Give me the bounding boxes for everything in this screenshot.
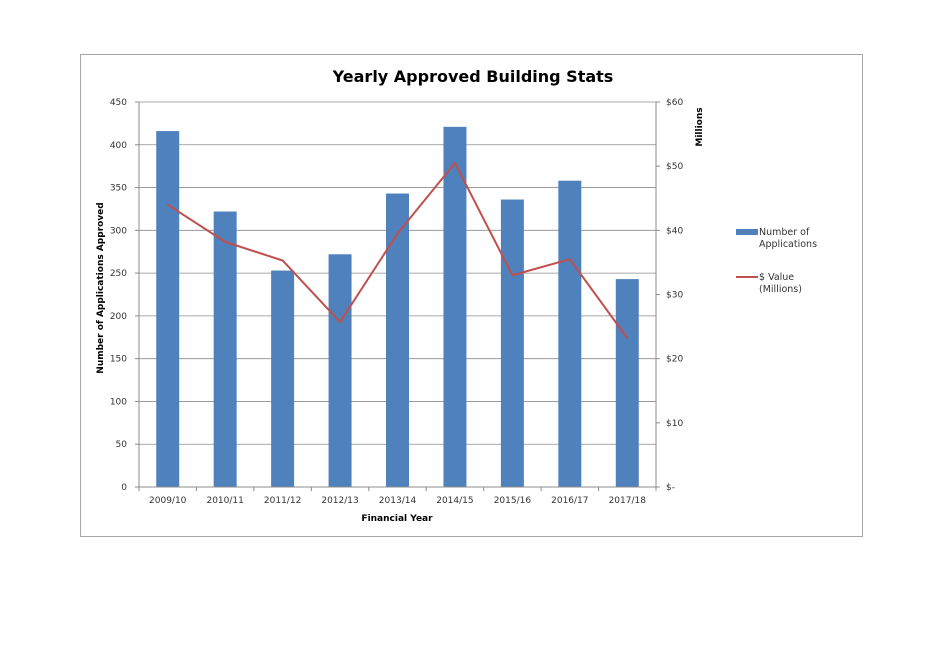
- bar-series: [156, 126, 639, 488]
- bar: [615, 279, 639, 487]
- line-point: [569, 258, 571, 261]
- y-tick-label: 250: [110, 269, 127, 279]
- x-tick-label: 2015/16: [494, 496, 532, 506]
- bar: [213, 211, 237, 487]
- legend-label: (Millions): [759, 284, 802, 295]
- x-tick-label: 2010/11: [206, 496, 243, 506]
- line-point: [166, 203, 169, 206]
- line-point: [224, 241, 226, 243]
- y-tick-label: 150: [110, 355, 127, 365]
- bar: [328, 254, 352, 487]
- chart: Yearly Approved Building Stats 0 50 100 150…: [96, 67, 817, 524]
- y2-tick-label: $60: [666, 98, 683, 108]
- x-tick-label: 2011/12: [264, 496, 301, 506]
- x-axis-ticks: 2009/10 2010/11 2011/12 2012/13 2013/14 2014/…: [138, 487, 657, 506]
- x-tick-label: 2014/15: [436, 496, 473, 506]
- y-tick-label: 200: [110, 312, 127, 322]
- line-point: [396, 232, 399, 235]
- y-tick-label: 400: [110, 141, 127, 151]
- y2-tick-label: $50: [666, 162, 683, 172]
- y-tick-label: 50: [116, 440, 128, 450]
- y-tick-label: 100: [110, 397, 127, 407]
- y2-axis-title: Millions: [695, 107, 705, 146]
- line-point: [339, 321, 341, 323]
- line-point: [454, 162, 456, 164]
- x-tick-label: 2013/14: [379, 496, 417, 506]
- chart-title: Yearly Approved Building Stats: [332, 67, 614, 86]
- line-point: [281, 259, 284, 262]
- x-axis-title: Financial Year: [361, 514, 433, 524]
- line-point: [626, 337, 629, 339]
- x-tick-label: 2012/13: [321, 496, 358, 506]
- x-tick-label: 2017/18: [609, 496, 647, 506]
- y2-tick-label: $-: [666, 483, 675, 493]
- chart-frame: Yearly Approved Building Stats 0 50 100 150…: [80, 54, 863, 537]
- bar: [156, 131, 180, 487]
- bar: [558, 180, 582, 487]
- bar: [500, 199, 524, 488]
- y2-tick-label: $10: [666, 419, 683, 429]
- y2-axis-ticks: $- $10 $20 $30 $40 $50 $60: [656, 98, 683, 493]
- line-point: [511, 274, 514, 277]
- y-tick-label: 450: [110, 98, 127, 108]
- bar: [271, 270, 295, 487]
- x-tick-label: 2009/10: [149, 496, 187, 506]
- bar: [443, 126, 467, 488]
- y-tick-label: 350: [110, 184, 127, 194]
- x-tick-label: 2016/17: [551, 496, 588, 506]
- legend-swatch-bar: [736, 229, 758, 235]
- y2-tick-label: $40: [666, 226, 683, 236]
- legend-label: Applications: [759, 239, 817, 250]
- bar: [386, 193, 409, 488]
- y2-tick-label: $30: [666, 291, 683, 301]
- legend-label: $ Value: [759, 272, 794, 283]
- line-series: [166, 161, 629, 339]
- y-axis-ticks: 0 50 100 150 200 250 300 350 400 450: [110, 98, 139, 493]
- legend-label: Number of: [759, 227, 810, 238]
- y-axis-title: Number of Applications Approved: [96, 202, 106, 373]
- y-tick-label: 300: [110, 226, 127, 236]
- y2-tick-label: $20: [666, 355, 683, 365]
- y-tick-label: 0: [121, 483, 127, 493]
